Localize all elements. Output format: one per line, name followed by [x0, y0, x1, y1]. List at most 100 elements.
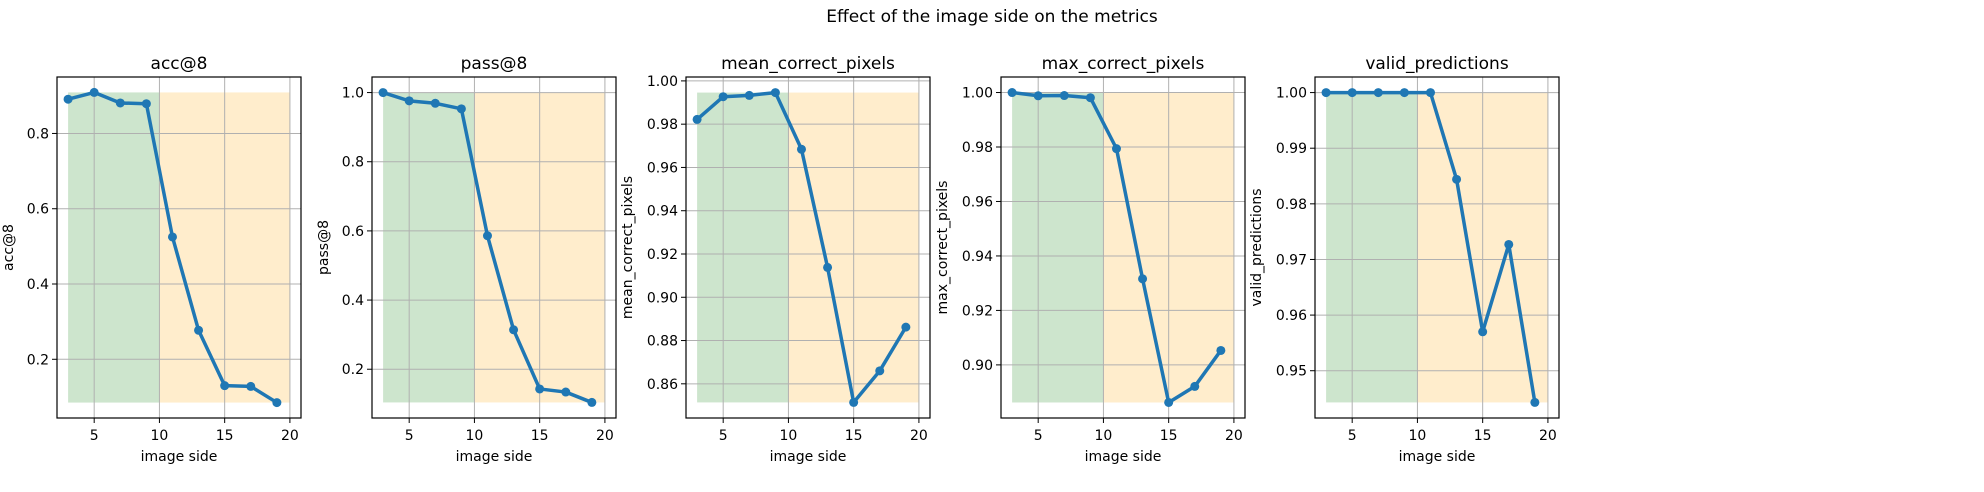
data-point [1504, 239, 1514, 249]
y-axis-label: acc@8 [1, 224, 17, 271]
data-point [1059, 91, 1069, 101]
y-tick-label: 1.00 [962, 86, 993, 102]
x-tick-label: 5 [719, 428, 728, 444]
y-tick-label: 0.4 [342, 293, 364, 309]
data-point [744, 90, 754, 100]
subplot-3: 5 10 15 20 0.86 0.88 0.90 0.92 0.94 0.96 0.98 1.00 m… [620, 54, 931, 465]
data-point [849, 397, 859, 407]
subplot-title: pass@8 [461, 54, 528, 74]
y-tick-label: 0.94 [962, 249, 993, 265]
data-point [115, 98, 125, 108]
data-point [167, 232, 177, 242]
y-tick-label: 0.94 [647, 204, 678, 220]
subplot-title: valid_predictions [1365, 54, 1509, 74]
data-point [823, 262, 833, 272]
y-axis-label: pass@8 [316, 220, 332, 275]
figure-suptitle: Effect of the image side on the metrics [826, 7, 1158, 27]
y-tick-label: 1.00 [647, 74, 678, 90]
data-point [1530, 397, 1540, 407]
y-tick-label: 0.6 [342, 224, 364, 240]
green-region [383, 92, 475, 403]
data-point [89, 87, 99, 97]
x-tick-label: 5 [1034, 428, 1043, 444]
data-point [1452, 174, 1462, 184]
y-tick-label: 0.8 [342, 155, 364, 171]
y-tick-label: 0.96 [962, 194, 993, 210]
data-point [509, 325, 519, 335]
data-point [901, 322, 911, 332]
y-tick-label: 0.86 [647, 377, 678, 393]
data-point [796, 144, 806, 154]
y-tick-label: 0.96 [1276, 308, 1307, 324]
data-point [194, 325, 204, 335]
data-point [1347, 88, 1357, 98]
axes-frame [685, 76, 931, 419]
y-tick-label: 0.98 [647, 117, 678, 133]
y-tick-label: 1.00 [1276, 86, 1307, 102]
subplot-title: acc@8 [151, 54, 208, 74]
x-tick-label: 10 [151, 428, 169, 444]
y-tick-label: 0.98 [962, 140, 993, 156]
y-tick-label: 0.92 [647, 247, 678, 263]
x-axis-label: image side [770, 449, 847, 465]
y-axis-label: valid_predictions [1249, 188, 1265, 306]
y-tick-label: 0.2 [342, 362, 364, 378]
data-point [1321, 88, 1331, 98]
x-tick-label: 15 [531, 428, 549, 444]
x-tick-label: 10 [1095, 428, 1113, 444]
subplot-2: 5 10 15 20 0.2 0.4 0.6 0.8 1.0 pass@8 image side pa… [316, 54, 617, 465]
subplot-5: 5 10 15 20 0.95 0.96 0.97 0.98 0.99 1.00 valid_pre… [1249, 54, 1560, 465]
data-point [1085, 93, 1095, 103]
y-tick-label: 1.0 [342, 86, 364, 102]
green-region [1012, 92, 1104, 403]
x-tick-label: 20 [910, 428, 928, 444]
x-tick-label: 5 [90, 428, 99, 444]
x-tick-label: 20 [1539, 428, 1557, 444]
data-point [141, 99, 151, 109]
x-tick-label: 20 [596, 428, 614, 444]
subplot-1: 5 10 15 20 0.2 0.4 0.6 0.8 acc@8 image side acc@8 [1, 54, 302, 465]
data-point [561, 387, 571, 397]
green-region [68, 92, 160, 403]
data-point [1216, 345, 1226, 355]
x-tick-label: 10 [1409, 428, 1427, 444]
x-tick-label: 20 [281, 428, 299, 444]
axes-frame [1000, 76, 1246, 419]
data-point [246, 381, 256, 391]
green-region [697, 92, 789, 403]
data-point [1033, 91, 1043, 101]
data-point [1373, 88, 1383, 98]
x-tick-label: 5 [1348, 428, 1357, 444]
y-tick-label: 0.88 [647, 334, 678, 350]
y-tick-label: 0.95 [1276, 364, 1307, 380]
data-point [404, 96, 414, 106]
x-tick-label: 15 [216, 428, 234, 444]
y-tick-label: 0.97 [1276, 252, 1307, 268]
data-point [718, 92, 728, 102]
data-point [1164, 397, 1174, 407]
data-point [456, 104, 466, 114]
y-tick-label: 0.98 [1276, 197, 1307, 213]
green-region [1326, 92, 1418, 403]
y-tick-label: 0.2 [27, 352, 49, 368]
data-point [1425, 88, 1435, 98]
data-point [1007, 88, 1017, 98]
x-axis-label: image side [1399, 449, 1476, 465]
x-tick-label: 15 [845, 428, 863, 444]
y-tick-label: 0.8 [27, 126, 49, 142]
x-tick-label: 10 [780, 428, 798, 444]
data-point [692, 114, 702, 124]
x-axis-label: image side [141, 449, 218, 465]
x-tick-label: 15 [1474, 428, 1492, 444]
y-axis-label: mean_correct_pixels [620, 176, 636, 319]
y-tick-label: 0.90 [647, 290, 678, 306]
data-point [1190, 381, 1200, 391]
data-point [770, 88, 780, 98]
axes-frame [56, 76, 302, 419]
data-point [272, 398, 282, 408]
y-tick-label: 0.99 [1276, 141, 1307, 157]
y-tick-label: 0.96 [647, 160, 678, 176]
y-tick-label: 0.92 [962, 303, 993, 319]
data-point [1138, 274, 1148, 284]
data-point [430, 98, 440, 108]
